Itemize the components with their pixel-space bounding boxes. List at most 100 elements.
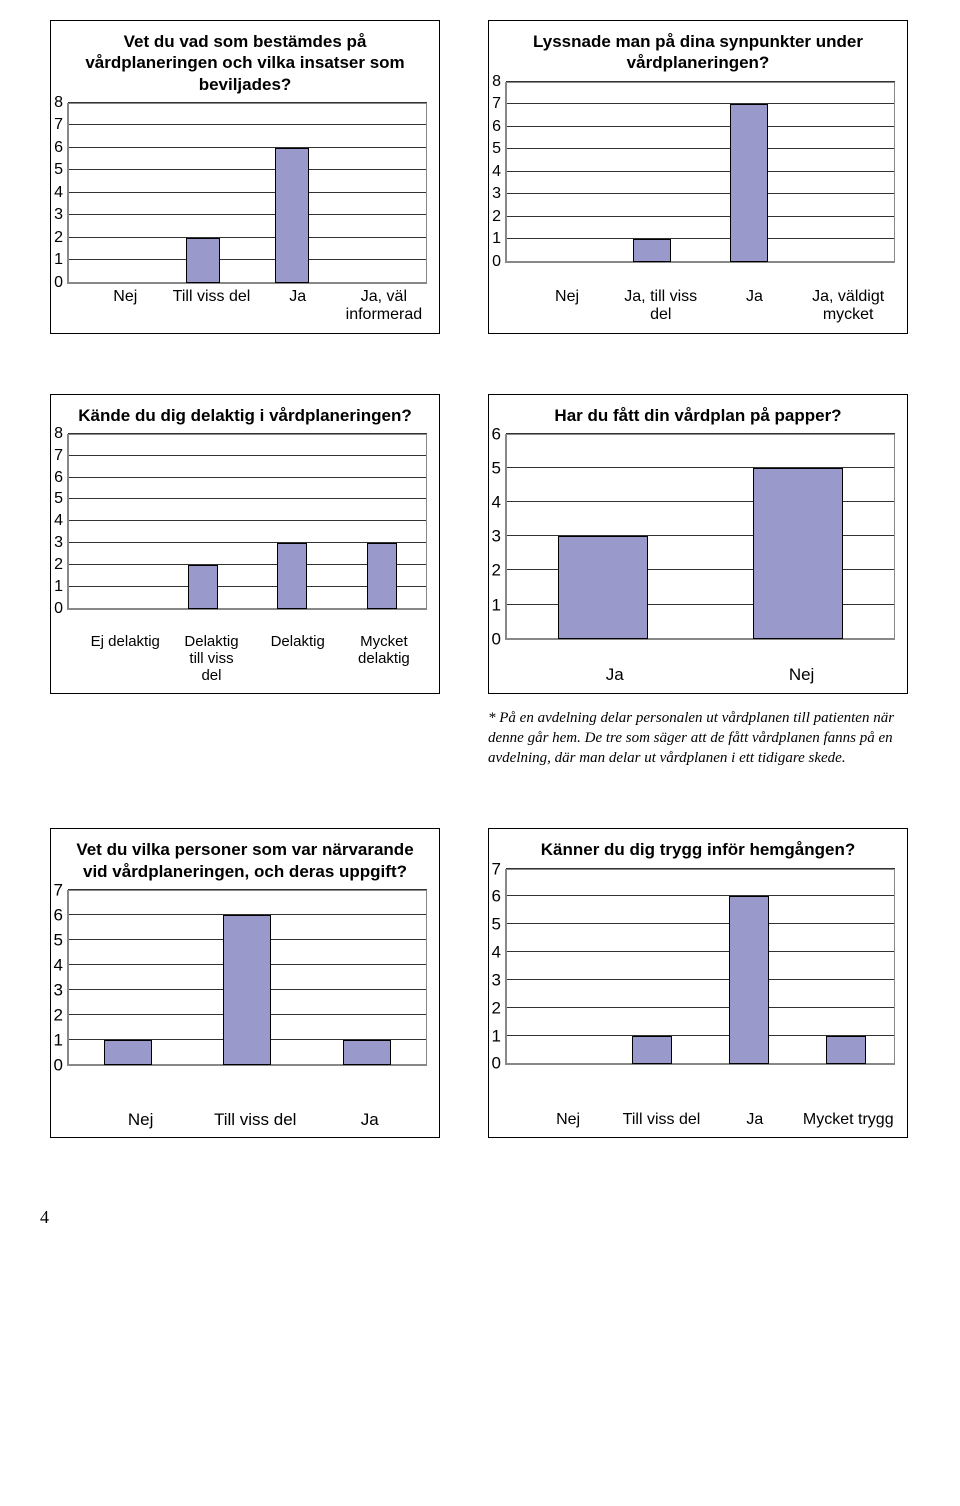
bars <box>506 434 895 639</box>
bar <box>558 536 648 639</box>
page-number: 4 <box>40 1207 49 1228</box>
bars <box>506 869 895 1064</box>
y-tick-label: 2 <box>54 557 63 573</box>
bar <box>633 239 671 262</box>
x-axis: JaNej <box>521 665 895 685</box>
x-tick-label: Ja <box>255 288 341 325</box>
x-tick-label: Nej <box>708 665 895 685</box>
bar <box>186 238 220 283</box>
y-tick-label: 0 <box>54 601 63 617</box>
x-axis: Ej delaktigDelaktigtill vissdelDelaktigM… <box>82 633 427 685</box>
chart-title: Kände du dig delaktig i vårdplaneringen? <box>78 405 411 426</box>
chart-c1: Vet du vad som bestämdes på vårdplanerin… <box>50 20 440 334</box>
y-tick-label: 8 <box>492 74 501 90</box>
x-tick-label: Till viss del <box>615 1111 708 1129</box>
chart-c5: Vet du vilka personer som var närvarande… <box>50 828 440 1138</box>
plot-area <box>505 434 895 640</box>
plot-area <box>67 434 427 610</box>
y-tick-label: 5 <box>492 141 501 157</box>
y-tick-label: 7 <box>54 448 63 464</box>
chart-title: Lyssnade man på dina synpunkter under vå… <box>501 31 895 74</box>
chart-area: 876543210 <box>63 434 427 629</box>
y-tick-label: 2 <box>492 209 501 225</box>
x-tick-label: Ej delaktig <box>82 633 168 685</box>
x-tick-label: Till viss del <box>198 1110 313 1130</box>
y-tick-label: 5 <box>54 162 63 178</box>
chart-title: Vet du vilka personer som var närvarande… <box>63 839 427 882</box>
chart-title: Vet du vad som bestämdes på vårdplanerin… <box>63 31 427 95</box>
y-tick-label: 7 <box>54 881 63 898</box>
y-tick-label: 4 <box>54 956 63 973</box>
bar <box>104 1040 152 1065</box>
x-tick-label: Delaktigtill vissdel <box>168 633 254 685</box>
y-tick-label: 4 <box>54 513 63 529</box>
y-tick-label: 6 <box>54 140 63 156</box>
chart-area: 876543210 <box>63 103 427 284</box>
bar <box>275 148 309 283</box>
chart-c3: Kände du dig delaktig i vårdplaneringen?… <box>50 394 440 694</box>
y-tick-label: 5 <box>492 916 501 933</box>
y-tick-label: 4 <box>492 164 501 180</box>
x-tick-label: Mycketdelaktig <box>341 633 427 685</box>
y-tick-label: 5 <box>54 931 63 948</box>
x-tick-label: Ja, till vissdel <box>614 288 708 325</box>
y-tick-label: 4 <box>54 185 63 201</box>
bars <box>68 103 427 283</box>
y-tick-label: 8 <box>54 426 63 442</box>
row-3: Vet du vilka personer som var närvarande… <box>0 828 960 1138</box>
y-tick-label: 5 <box>492 459 501 476</box>
chart-area: 876543210 <box>501 82 895 284</box>
x-tick-label: Nej <box>521 1111 614 1129</box>
y-tick-label: 0 <box>492 630 501 647</box>
y-tick-label: 7 <box>492 860 501 877</box>
bar <box>343 1040 391 1065</box>
x-tick-label: Mycket trygg <box>802 1111 895 1129</box>
bar <box>730 104 768 262</box>
y-tick-label: 1 <box>492 1027 501 1044</box>
plot-area <box>505 82 895 263</box>
bar <box>367 543 397 609</box>
y-tick-label: 7 <box>54 117 63 133</box>
x-tick-label: Ja, välinformerad <box>341 288 427 325</box>
y-tick-label: 5 <box>54 491 63 507</box>
chart-title: Har du fått din vårdplan på papper? <box>554 405 841 426</box>
chart-c4: Har du fått din vårdplan på papper? 65432… <box>488 394 908 694</box>
bar <box>753 468 843 639</box>
chart-area: 76543210 <box>501 869 895 1107</box>
y-tick-label: 6 <box>492 888 501 905</box>
bar <box>729 896 769 1063</box>
y-tick-label: 1 <box>54 579 63 595</box>
y-tick-label: 7 <box>492 96 501 112</box>
plot-area <box>67 890 427 1066</box>
x-tick-label: Ja <box>708 288 802 325</box>
x-axis: NejTill viss delJaJa, välinformerad <box>82 288 427 325</box>
bar <box>277 543 307 609</box>
x-tick-label: Ja <box>708 1111 801 1129</box>
plot-area <box>67 103 427 284</box>
chart-title: Känner du dig trygg inför hemgången? <box>541 839 856 860</box>
x-axis: NejJa, till vissdelJaJa, väldigtmycket <box>520 288 895 325</box>
bar <box>826 1036 866 1064</box>
y-tick-label: 6 <box>54 906 63 923</box>
y-tick-label: 3 <box>54 981 63 998</box>
x-axis: NejTill viss delJa <box>83 1110 427 1130</box>
y-tick-label: 4 <box>492 944 501 961</box>
x-tick-label: Nej <box>520 288 614 325</box>
y-tick-label: 2 <box>492 562 501 579</box>
bar <box>223 915 271 1065</box>
chart-area: 6543210 <box>501 434 895 661</box>
bar <box>188 565 218 609</box>
y-tick-label: 0 <box>54 275 63 291</box>
bar <box>632 1036 672 1064</box>
y-tick-label: 3 <box>54 207 63 223</box>
y-tick-label: 0 <box>492 254 501 270</box>
x-tick-label: Delaktig <box>255 633 341 685</box>
y-tick-label: 2 <box>54 1006 63 1023</box>
row-1: Vet du vad som bestämdes på vårdplanerin… <box>0 20 960 334</box>
x-tick-label: Ja <box>312 1110 427 1130</box>
chart-area: 76543210 <box>63 890 427 1106</box>
y-tick-label: 1 <box>492 231 501 247</box>
x-tick-label: Till viss del <box>168 288 254 325</box>
y-tick-label: 0 <box>54 1056 63 1073</box>
row-2: Kände du dig delaktig i vårdplaneringen?… <box>0 394 960 769</box>
